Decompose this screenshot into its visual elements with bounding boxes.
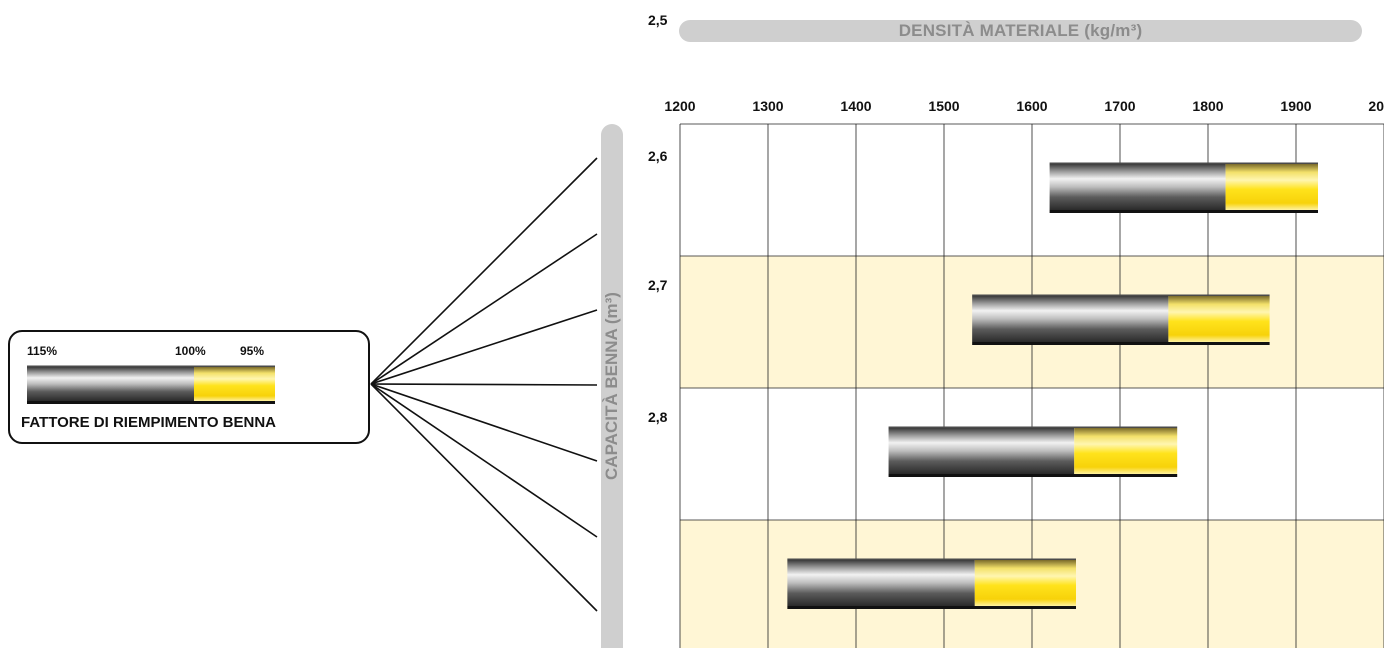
legend-label-95: 95%	[240, 344, 265, 358]
connector-line	[370, 309, 598, 385]
bar-row-2-yellow-segment	[1074, 428, 1178, 474]
row-label-1: 2,6	[648, 148, 668, 164]
x-axis-title-pill: DENSITÀ MATERIALE (kg/m³)	[679, 20, 1362, 42]
bar-row-1-yellow-segment	[1168, 296, 1270, 342]
x-tick-label: 1200	[664, 98, 695, 114]
bar-row-2-steel-segment	[888, 428, 1075, 474]
connector-line	[370, 383, 598, 538]
legend-bar-steel-segment	[27, 367, 194, 401]
bar-row-1-bottom-edge	[972, 342, 1270, 345]
bar-row-3-top-edge	[787, 558, 1076, 560]
bar-row-2-top-edge	[888, 426, 1178, 428]
connector-line	[370, 233, 598, 385]
legend-bar-bottom-edge	[27, 401, 275, 404]
x-tick-label: 2000	[1368, 98, 1384, 114]
legend-title: FATTORE DI RIEMPIMENTO BENNA	[21, 414, 277, 431]
bar-row-3-bottom-edge	[787, 606, 1076, 609]
bar-row-2-bottom-edge	[888, 474, 1178, 477]
legend-label-100: 100%	[175, 344, 206, 358]
connector-line	[370, 383, 598, 612]
bar-row-3-yellow-segment	[974, 560, 1076, 606]
row-label-2: 2,7	[648, 277, 668, 293]
x-axis-title: DENSITÀ MATERIALE (kg/m³)	[898, 21, 1143, 40]
x-tick-label: 1500	[928, 98, 959, 114]
bar-row-3-steel-segment	[787, 560, 975, 606]
bar-row-1-steel-segment	[972, 296, 1169, 342]
bar-row-0-yellow-segment	[1225, 164, 1318, 210]
bar-row-0-bottom-edge	[1049, 210, 1318, 213]
connector-line	[370, 383, 598, 386]
x-tick-label: 1400	[840, 98, 871, 114]
x-tick-label: 1300	[752, 98, 783, 114]
row-label-3: 2,8	[648, 409, 668, 425]
y-axis-title-pill	[601, 124, 623, 648]
x-tick-label: 1900	[1280, 98, 1311, 114]
bar-row-0-steel-segment	[1049, 164, 1226, 210]
bar-row-0-top-edge	[1049, 162, 1318, 164]
x-tick-label: 1700	[1104, 98, 1135, 114]
row-label-0: 2,5	[648, 12, 668, 28]
bar-row-1-top-edge	[972, 294, 1270, 296]
legend-label-115: 115%	[27, 344, 58, 358]
x-tick-label: 1800	[1192, 98, 1223, 114]
connector-line	[370, 157, 598, 385]
x-tick-label: 1600	[1016, 98, 1047, 114]
connector-line	[370, 383, 598, 462]
legend-bar-yellow-segment	[194, 367, 275, 401]
legend-bar-top-edge	[27, 365, 275, 367]
